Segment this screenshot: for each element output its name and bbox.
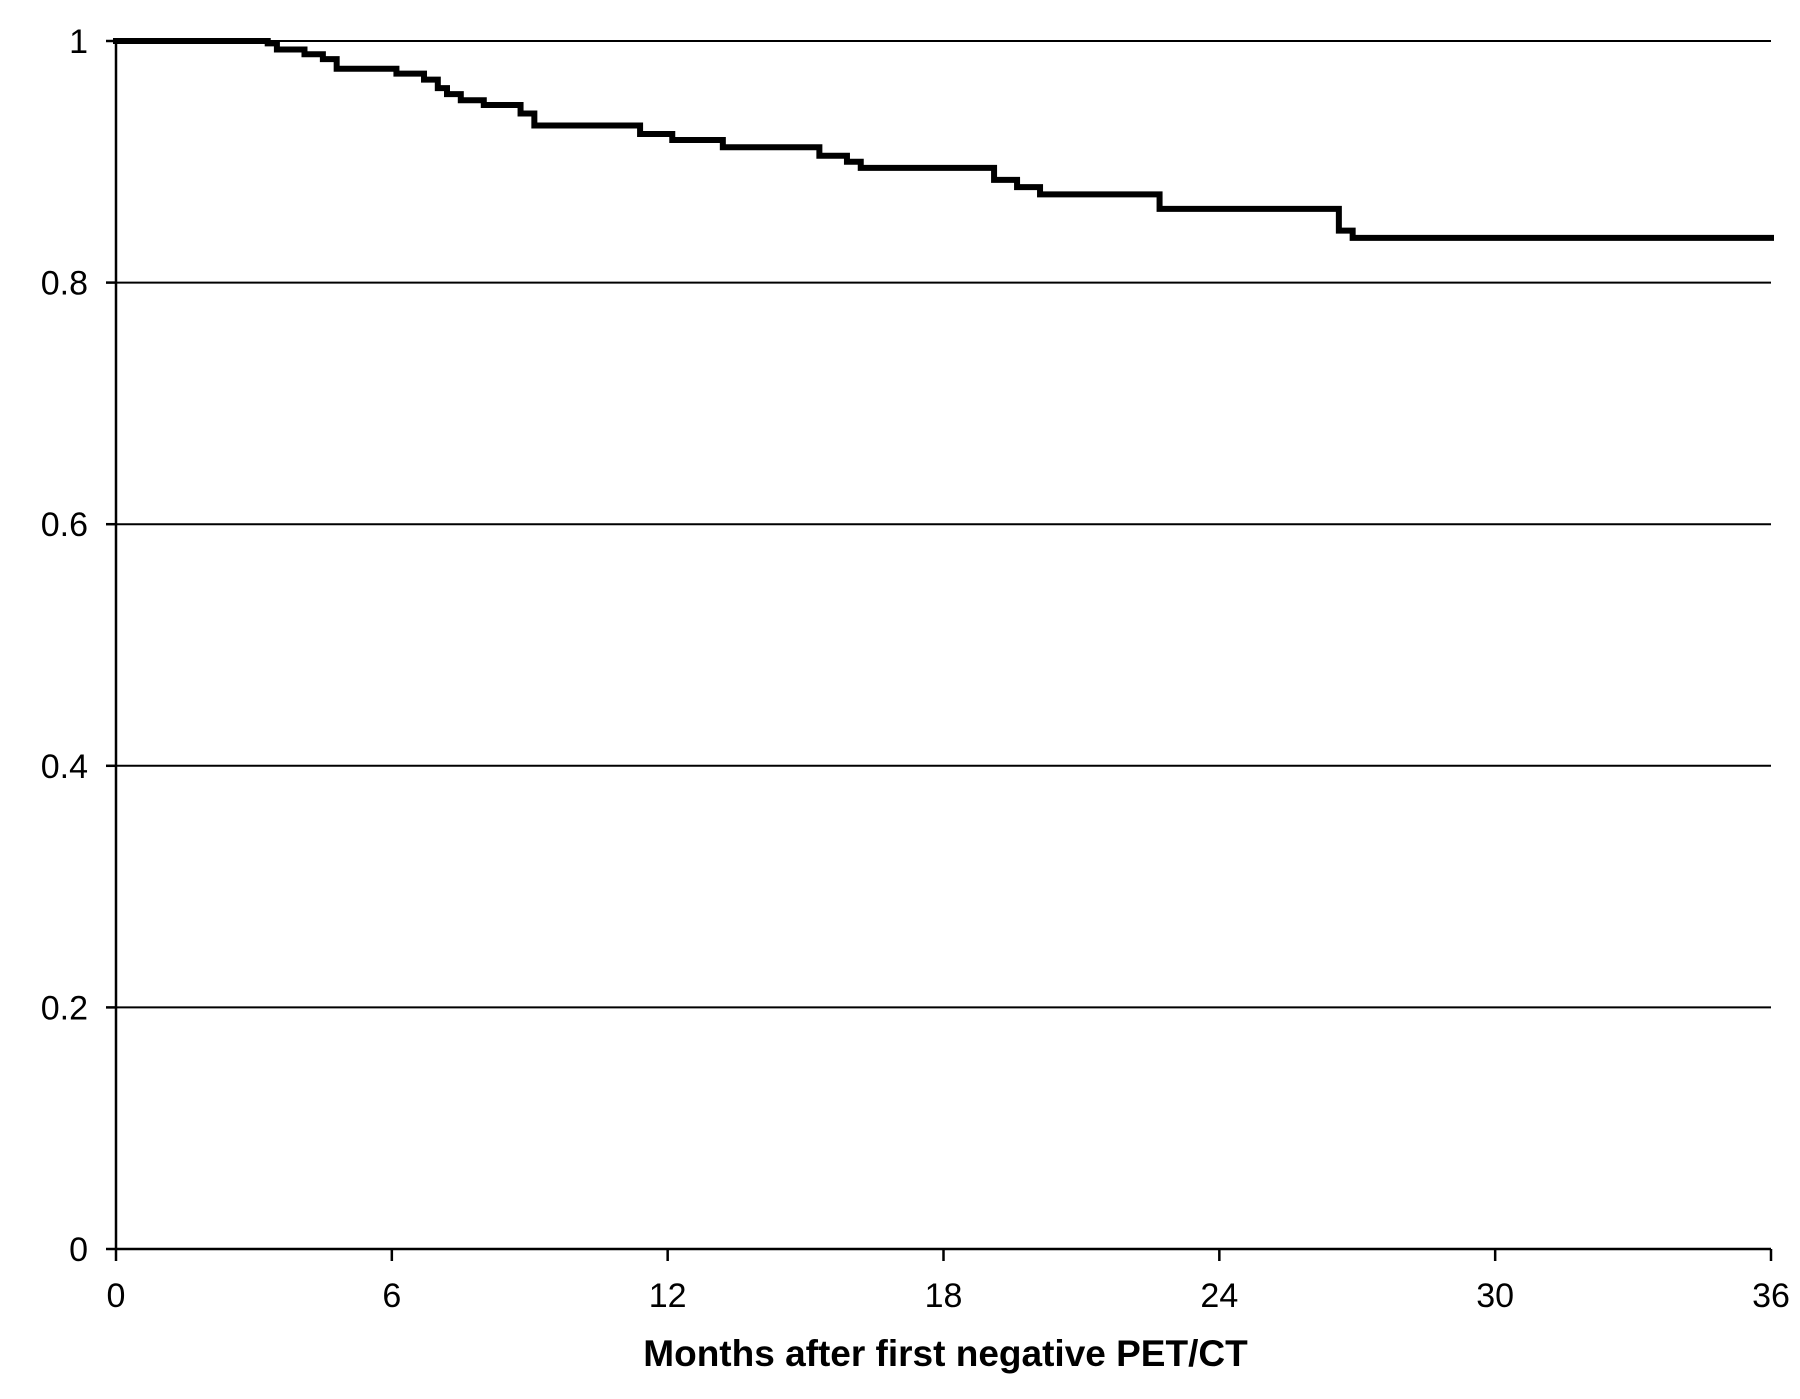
gridlines: [116, 40, 1771, 1009]
x-tick-label-5: 30: [1476, 1277, 1514, 1315]
x-tick-label-2: 12: [649, 1277, 687, 1315]
y-tick-label-0: 0: [69, 1231, 88, 1269]
y-tick-label-4: 0.8: [41, 265, 88, 303]
x-tick-label-4: 24: [1200, 1277, 1238, 1315]
x-tick-label-6: 36: [1752, 1277, 1790, 1315]
tick-labels: 0 0.2 0.4 0.6 0.8 1 0 6 12 18 24 30 36: [41, 23, 1790, 1315]
survival-curve-0: [113, 38, 1774, 241]
axes: [106, 39, 1773, 1261]
x-axis-title: Months after first negative PET/CT: [643, 1333, 1248, 1374]
y-tick-label-3: 0.6: [41, 506, 88, 544]
y-tick-label-1: 0.2: [41, 989, 88, 1027]
x-tick-label-1: 6: [382, 1277, 401, 1315]
y-tick-label-5: 1: [69, 23, 88, 61]
x-tick-label-0: 0: [107, 1277, 126, 1315]
series-layer: [113, 38, 1774, 241]
y-tick-label-2: 0.4: [41, 748, 88, 786]
x-tick-label-3: 18: [925, 1277, 963, 1315]
